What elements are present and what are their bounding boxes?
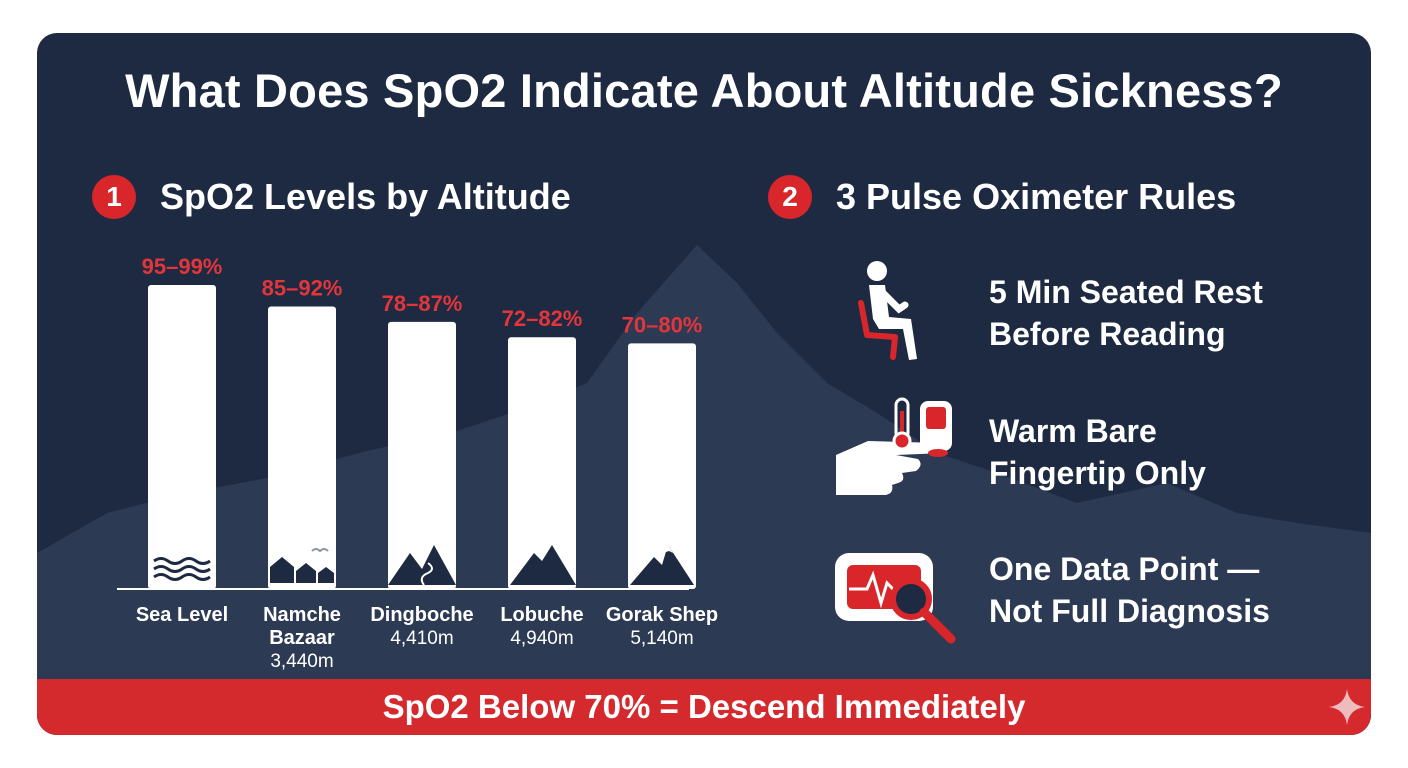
- rule-2-text: Warm Bare Fingertip Only: [989, 410, 1206, 494]
- bar-2: [268, 306, 336, 589]
- category-3-altitude: 4,410m: [390, 628, 453, 649]
- bar-3-range-label: 78–87%: [382, 291, 463, 316]
- infographic-card: What Does SpO2 Indicate About Altitude S…: [37, 33, 1371, 735]
- bar-1-range-label: 95–99%: [142, 254, 223, 279]
- category-2-name-line-1: Namche: [263, 604, 341, 626]
- rule-2-line-1: Warm Bare: [989, 413, 1157, 449]
- bar-1: [148, 285, 216, 589]
- category-2-name-line-2: Bazaar: [269, 627, 335, 649]
- bar-4-range-label: 72–82%: [502, 306, 583, 331]
- bar-5: [628, 343, 696, 589]
- rule-2-line-2: Fingertip Only: [989, 455, 1206, 491]
- rule-1-line-2: Before Reading: [989, 316, 1226, 352]
- bar-3: [388, 321, 456, 589]
- waves-icon: [153, 557, 211, 581]
- page-title: What Does SpO2 Indicate About Altitude S…: [125, 64, 1283, 117]
- section-2-number-badge: 2: [768, 175, 812, 219]
- sparkle-icon: [1329, 689, 1365, 725]
- snow-peak-icon: [630, 545, 694, 585]
- category-5-name-line-1: Gorak Shep: [606, 604, 718, 626]
- section-2-title: 3 Pulse Oximeter Rules: [836, 176, 1237, 217]
- mountain-silhouette: [37, 245, 1371, 735]
- rule-3-line-2: Not Full Diagnosis: [989, 593, 1270, 629]
- mountain-icon: [510, 545, 576, 585]
- rule-1-line-1: 5 Min Seated Rest: [989, 274, 1263, 310]
- bar-2-range-label: 85–92%: [262, 275, 343, 300]
- category-3-name-line-1: Dingboche: [370, 604, 473, 626]
- section-1-title: SpO2 Levels by Altitude: [160, 176, 571, 217]
- section-1-number-badge: 1: [92, 175, 136, 219]
- rule-3-text: One Data Point — Not Full Diagnosis: [989, 548, 1270, 632]
- category-1-name-line-1: Sea Level: [136, 604, 228, 626]
- section-1-header: 1 SpO2 Levels by Altitude: [92, 175, 571, 219]
- rule-3-line-1: One Data Point —: [989, 551, 1260, 587]
- monitor-magnifier-icon: [835, 553, 956, 644]
- rule-1-text: 5 Min Seated Rest Before Reading: [989, 271, 1263, 355]
- bar-5-range-label: 70–80%: [622, 312, 703, 337]
- descend-warning-banner: SpO2 Below 70% = Descend Immediately: [37, 679, 1371, 735]
- section-2-header: 2 3 Pulse Oximeter Rules: [768, 175, 1236, 219]
- seated-person-icon: [858, 261, 917, 360]
- category-5-altitude: 5,140m: [630, 628, 693, 649]
- category-2-altitude: 3,440m: [270, 651, 333, 672]
- category-4-name-line-1: Lobuche: [500, 604, 583, 626]
- village-icon: [270, 548, 334, 583]
- mountain-path-icon: [388, 545, 456, 586]
- warm-fingertip-icon: [836, 397, 952, 495]
- category-4-altitude: 4,940m: [510, 628, 573, 649]
- bar-4: [508, 337, 576, 589]
